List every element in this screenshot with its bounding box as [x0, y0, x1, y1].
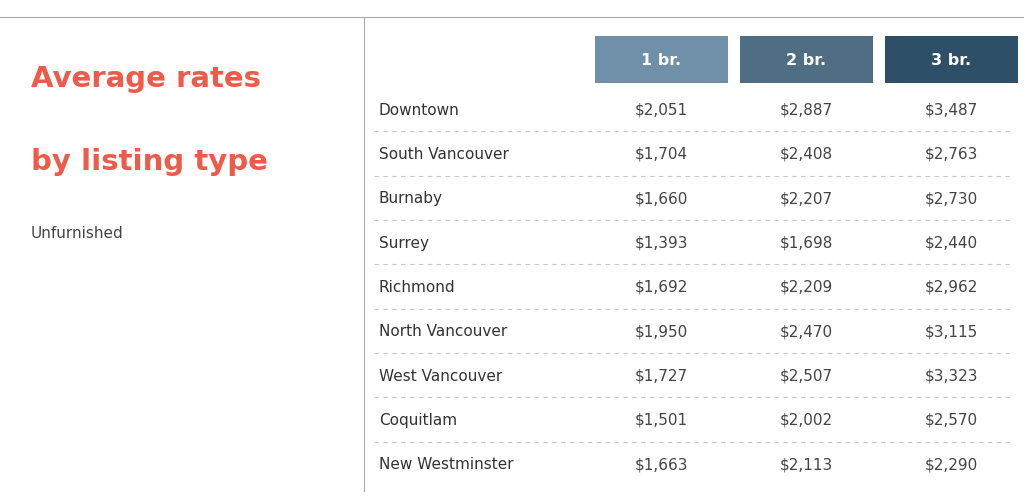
Text: $2,470: $2,470	[780, 324, 833, 339]
Text: $2,440: $2,440	[925, 235, 978, 250]
Text: $1,704: $1,704	[635, 147, 688, 161]
Text: $1,698: $1,698	[779, 235, 834, 250]
Text: $2,002: $2,002	[780, 412, 833, 427]
Text: South Vancouver: South Vancouver	[379, 147, 509, 161]
Text: Downtown: Downtown	[379, 102, 460, 117]
Text: 2 br.: 2 br.	[786, 53, 826, 68]
Text: West Vancouver: West Vancouver	[379, 368, 502, 383]
Text: Unfurnished: Unfurnished	[31, 225, 124, 240]
Text: $2,962: $2,962	[925, 280, 978, 294]
Text: $1,692: $1,692	[635, 280, 688, 294]
Text: $2,113: $2,113	[779, 456, 834, 471]
Text: by listing type: by listing type	[31, 148, 267, 176]
Text: $1,393: $1,393	[635, 235, 688, 250]
Text: $2,887: $2,887	[780, 102, 833, 117]
Text: $2,408: $2,408	[780, 147, 833, 161]
Text: $3,487: $3,487	[925, 102, 978, 117]
Text: Average rates: Average rates	[31, 65, 261, 93]
Text: Burnaby: Burnaby	[379, 191, 442, 206]
Text: 3 br.: 3 br.	[932, 53, 972, 68]
Text: 1 br.: 1 br.	[641, 53, 681, 68]
Text: $1,950: $1,950	[635, 324, 688, 339]
FancyBboxPatch shape	[595, 37, 728, 84]
FancyBboxPatch shape	[740, 37, 872, 84]
Text: $1,501: $1,501	[635, 412, 688, 427]
Text: $2,763: $2,763	[925, 147, 978, 161]
Text: $2,209: $2,209	[779, 280, 834, 294]
Text: Coquitlam: Coquitlam	[379, 412, 457, 427]
Text: $2,730: $2,730	[925, 191, 978, 206]
Text: $1,663: $1,663	[635, 456, 688, 471]
Text: $2,507: $2,507	[780, 368, 833, 383]
Text: $3,115: $3,115	[925, 324, 978, 339]
Text: $1,727: $1,727	[635, 368, 688, 383]
Text: Surrey: Surrey	[379, 235, 429, 250]
Text: $3,323: $3,323	[925, 368, 978, 383]
FancyBboxPatch shape	[885, 37, 1018, 84]
Text: North Vancouver: North Vancouver	[379, 324, 507, 339]
Text: Richmond: Richmond	[379, 280, 456, 294]
Text: $2,207: $2,207	[780, 191, 833, 206]
Text: $2,051: $2,051	[635, 102, 688, 117]
Text: $2,570: $2,570	[925, 412, 978, 427]
Text: New Westminster: New Westminster	[379, 456, 513, 471]
Text: $1,660: $1,660	[635, 191, 688, 206]
Text: $2,290: $2,290	[925, 456, 978, 471]
